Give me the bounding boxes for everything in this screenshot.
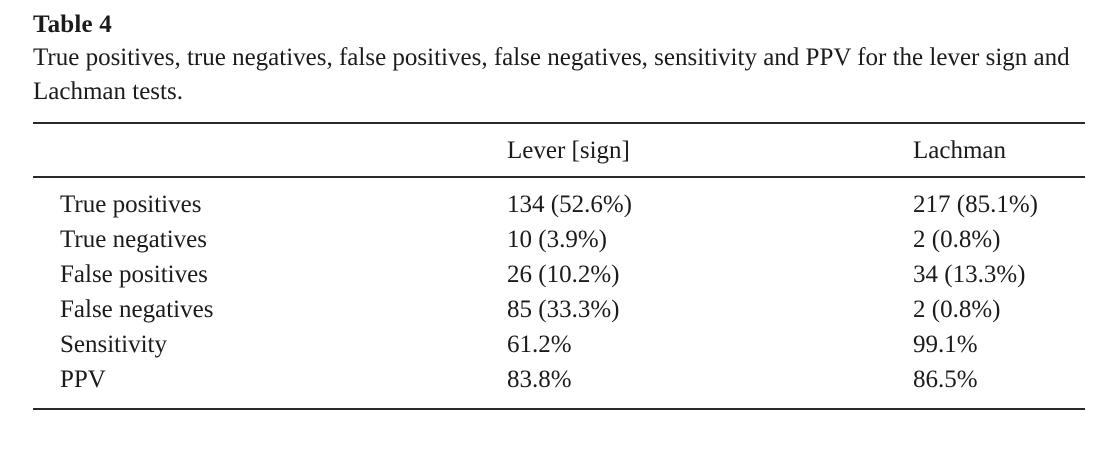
lachman-value: 217 (85.1%) <box>913 191 1038 218</box>
lachman-value: 2 (0.8%) <box>913 226 1001 253</box>
table-number-label: Table 4 <box>33 11 112 38</box>
column-header-lever-sign: Lever [sign] <box>507 137 630 164</box>
lever-value: 134 (52.6%) <box>507 191 632 218</box>
table-caption: True positives, true negatives, false po… <box>33 44 1070 105</box>
lever-value: 61.2% <box>507 331 572 358</box>
row-label: Sensitivity <box>60 331 167 358</box>
table-row: Sensitivity 61.2% 99.1% <box>33 327 1085 362</box>
lachman-value: 34 (13.3%) <box>913 261 1026 288</box>
lachman-value: 2 (0.8%) <box>913 296 1001 323</box>
lever-value: 85 (33.3%) <box>507 296 620 323</box>
row-label: True negatives <box>60 226 207 253</box>
table-row: True positives 134 (52.6%) 217 (85.1%) <box>33 177 1085 222</box>
lever-value: 83.8% <box>507 366 572 393</box>
table-row: True negatives 10 (3.9%) 2 (0.8%) <box>33 222 1085 257</box>
lachman-value: 86.5% <box>913 366 978 393</box>
table-row: PPV 83.8% 86.5% <box>33 362 1085 409</box>
lever-value: 10 (3.9%) <box>507 226 607 253</box>
lachman-value: 99.1% <box>913 331 978 358</box>
row-label: True positives <box>60 191 202 218</box>
row-label: PPV <box>60 366 106 393</box>
lever-value: 26 (10.2%) <box>507 261 620 288</box>
table-row: False negatives 85 (33.3%) 2 (0.8%) <box>33 292 1085 327</box>
table-row: False positives 26 (10.2%) 34 (13.3%) <box>33 257 1085 292</box>
row-label: False negatives <box>60 296 214 323</box>
row-label: False positives <box>60 261 208 288</box>
column-header-lachman: Lachman <box>913 137 1007 164</box>
column-header-empty <box>33 123 507 177</box>
table-header-row: Lever [sign] Lachman <box>33 123 1085 177</box>
results-table: Lever [sign] Lachman True positives 134 … <box>33 122 1085 410</box>
